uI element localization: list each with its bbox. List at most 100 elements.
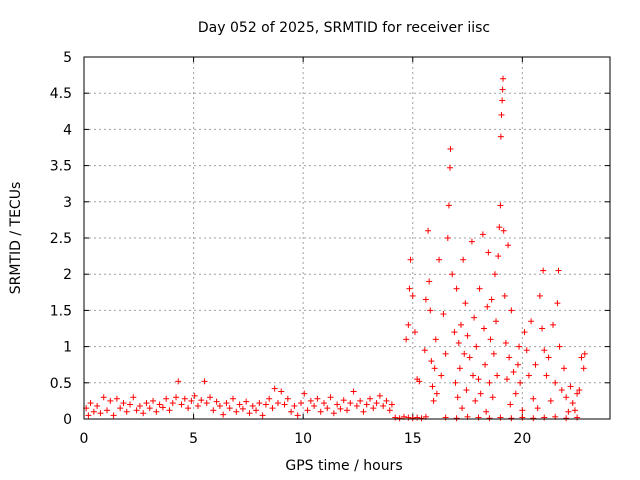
data-point — [494, 372, 501, 379]
data-point — [578, 354, 585, 361]
x-tick-label: 15 — [404, 431, 422, 447]
data-point — [127, 401, 134, 408]
data-point — [130, 394, 137, 401]
y-tick-label: 3.5 — [50, 159, 72, 175]
data-point — [403, 336, 410, 343]
data-point — [506, 354, 513, 361]
data-point — [256, 400, 263, 407]
data-point — [581, 350, 588, 357]
data-point — [442, 350, 449, 357]
data-point — [495, 253, 502, 260]
y-tick-label: 3 — [63, 195, 72, 211]
data-point — [541, 347, 548, 354]
data-point — [383, 397, 390, 404]
data-point — [571, 407, 578, 414]
data-point — [565, 408, 572, 415]
data-point — [324, 405, 331, 412]
data-point — [574, 414, 581, 421]
y-tick-label: 1 — [63, 340, 72, 356]
data-point — [301, 390, 308, 397]
data-point — [396, 415, 403, 422]
data-point — [499, 97, 506, 104]
data-point — [429, 383, 436, 390]
data-point — [97, 410, 104, 417]
data-point — [580, 365, 587, 372]
data-point — [334, 401, 341, 408]
data-point — [455, 339, 462, 346]
data-point — [230, 395, 237, 402]
data-point — [442, 414, 449, 421]
data-point — [304, 407, 311, 414]
grid — [84, 57, 610, 419]
data-point — [110, 412, 117, 419]
data-point — [480, 325, 487, 332]
data-point — [427, 307, 434, 314]
data-point — [447, 164, 454, 171]
data-point — [471, 314, 478, 321]
data-point — [449, 271, 456, 278]
data-point — [123, 408, 130, 415]
data-point — [311, 402, 318, 409]
chart-title: Day 052 of 2025, SRMTID for receiver iis… — [198, 20, 490, 36]
x-tick-label: 0 — [80, 431, 89, 447]
data-point — [540, 267, 547, 274]
data-point — [482, 361, 489, 368]
data-point — [175, 378, 182, 385]
data-point — [191, 392, 198, 399]
data-point — [107, 397, 114, 404]
data-point — [519, 414, 526, 421]
data-point — [500, 75, 507, 82]
data-point — [169, 400, 176, 407]
data-point — [159, 404, 166, 411]
data-point — [216, 402, 223, 409]
data-point — [460, 256, 467, 263]
data-point — [497, 202, 504, 209]
data-point — [90, 408, 97, 415]
data-point — [226, 405, 233, 412]
data-point — [376, 392, 383, 399]
data-point — [367, 395, 374, 402]
data-point — [503, 376, 510, 383]
data-point — [486, 415, 493, 422]
data-point — [388, 401, 395, 408]
data-point — [85, 412, 92, 419]
data-point — [452, 379, 459, 386]
data-point — [278, 388, 285, 395]
data-point — [143, 400, 150, 407]
data-point — [438, 372, 445, 379]
x-axis-label: GPS time / hours — [285, 458, 402, 474]
data-point — [271, 385, 278, 392]
data-point — [574, 390, 581, 397]
data-point — [185, 405, 192, 412]
data-point — [563, 415, 570, 422]
data-point — [485, 249, 492, 256]
data-point — [536, 292, 543, 299]
data-point — [178, 401, 185, 408]
data-point — [274, 400, 281, 407]
data-point — [567, 383, 574, 390]
data-point — [461, 350, 468, 357]
x-tick-label: 10 — [294, 431, 312, 447]
x-tick-label: 5 — [189, 431, 198, 447]
data-point — [297, 400, 304, 407]
data-point — [405, 321, 412, 328]
data-point — [496, 224, 503, 231]
data-point — [330, 410, 337, 417]
data-point — [555, 267, 562, 274]
data-point — [223, 400, 230, 407]
data-point — [493, 318, 500, 325]
y-tick-label: 4.5 — [50, 86, 72, 102]
data-point — [386, 407, 393, 414]
data-point — [505, 242, 512, 249]
data-point — [500, 227, 507, 234]
data-point — [416, 378, 423, 385]
data-point — [510, 368, 517, 375]
data-point — [146, 405, 153, 412]
data-point — [220, 411, 227, 418]
data-point — [547, 397, 554, 404]
data-point — [497, 414, 504, 421]
data-point — [459, 405, 466, 412]
data-point — [444, 235, 451, 241]
data-point — [554, 300, 561, 307]
data-point — [558, 387, 565, 394]
